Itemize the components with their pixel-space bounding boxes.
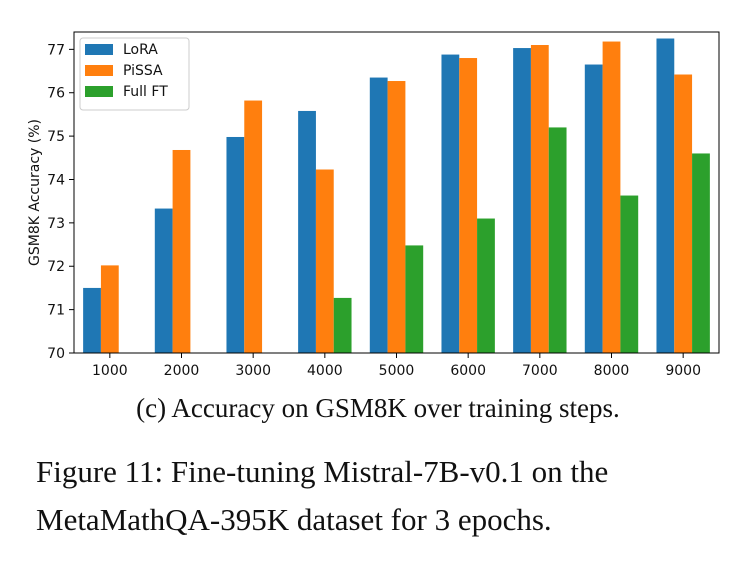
x-tick-label: 1000 [92, 363, 128, 379]
bar-lora-6000 [441, 54, 460, 354]
y-tick-label: 71 [47, 303, 65, 319]
figure-caption-line-2: MetaMathQA-395K dataset for 3 epochs. [36, 502, 552, 537]
bar-lora-4000 [298, 110, 316, 353]
bar-pissa-8000 [602, 41, 621, 353]
y-axis-title: GSM8K Accuracy (%) [27, 119, 43, 266]
bar-full-ft-9000 [692, 153, 710, 353]
y-tick-label: 72 [47, 259, 65, 275]
y-tick-label: 75 [47, 129, 65, 145]
legend-swatch-lora [85, 44, 113, 55]
subcaption: (c) Accuracy on GSM8K over training step… [136, 393, 620, 423]
y-tick-label: 73 [47, 216, 65, 232]
x-tick-label: 5000 [379, 363, 415, 379]
bar-full-ft-4000 [333, 297, 352, 353]
y-tick-label: 77 [47, 42, 65, 58]
bar-lora-2000 [154, 208, 173, 353]
bar-pissa-2000 [172, 149, 191, 353]
legend-swatch-pissa [85, 65, 113, 76]
bar-lora-9000 [656, 38, 675, 353]
x-tick-label: 8000 [594, 363, 630, 379]
x-tick-label: 9000 [665, 363, 701, 379]
x-tick-label: 7000 [522, 363, 558, 379]
legend-label-full-ft: Full FT [123, 84, 168, 100]
x-axis: 1000 2000 3000 4000 5000 6000 7000 8000 9000 [92, 353, 701, 379]
bar-lora-7000 [513, 48, 531, 354]
y-tick-label: 74 [47, 172, 65, 188]
x-tick-label: 2000 [164, 363, 200, 379]
bar-full-ft-7000 [548, 127, 567, 354]
bar-pissa-4000 [315, 169, 334, 353]
bars-group [83, 38, 710, 354]
bar-lora-8000 [584, 64, 603, 353]
bar-lora-5000 [369, 77, 388, 354]
y-tick-label: 70 [47, 346, 65, 362]
legend-label-lora: LoRA [123, 42, 158, 58]
figure-caption-line-1: Figure 11: Fine-tuning Mistral-7B-v0.1 o… [36, 454, 609, 489]
bar-pissa-3000 [244, 100, 263, 353]
bar-lora-1000 [83, 287, 101, 353]
bar-full-ft-5000 [405, 245, 424, 353]
bar-lora-3000 [226, 136, 245, 353]
bar-pissa-5000 [387, 81, 406, 354]
x-tick-label: 6000 [450, 363, 486, 379]
bar-chart: 70 71 72 73 74 75 76 77 1000 2000 3000 4000 5000 600… [27, 31, 720, 379]
bar-full-ft-6000 [477, 218, 495, 353]
figure-caption: Figure 11: Fine-tuning Mistral-7B-v0.1 o… [36, 448, 726, 544]
bar-pissa-6000 [459, 58, 478, 353]
bar-pissa-1000 [100, 265, 119, 353]
bar-full-ft-8000 [620, 195, 639, 353]
x-tick-label: 3000 [235, 363, 271, 379]
y-axis: 70 71 72 73 74 75 76 77 [47, 42, 74, 362]
bar-pissa-7000 [530, 45, 549, 353]
legend: LoRA PiSSA Full FT [79, 37, 190, 111]
x-tick-label: 4000 [307, 363, 343, 379]
legend-label-pissa: PiSSA [123, 63, 163, 79]
y-tick-label: 76 [47, 86, 65, 102]
legend-swatch-full-ft [85, 86, 113, 97]
bar-pissa-9000 [674, 74, 693, 353]
